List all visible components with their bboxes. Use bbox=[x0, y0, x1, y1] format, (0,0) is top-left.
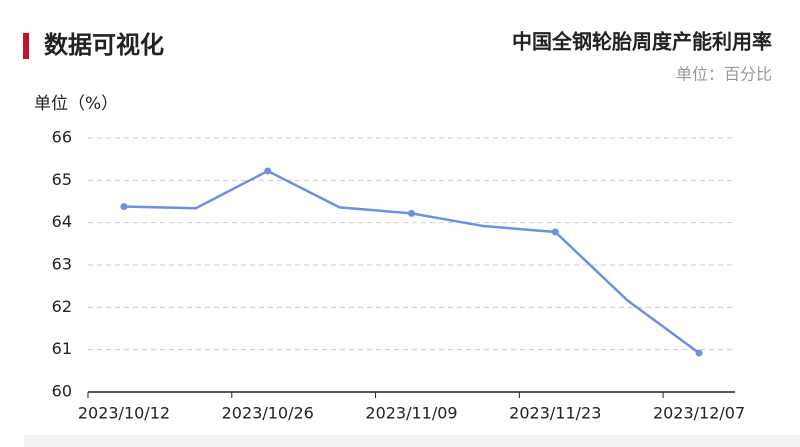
y-tick-label: 64 bbox=[52, 212, 72, 231]
point bbox=[551, 228, 559, 236]
chart-title: 中国全钢轮胎周度产能利用率 bbox=[512, 30, 772, 54]
x-tick-label: 2023/10/26 bbox=[222, 404, 314, 423]
point bbox=[408, 209, 415, 217]
point bbox=[695, 349, 703, 357]
y-tick-label: 62 bbox=[52, 297, 72, 316]
y-tick-label: 60 bbox=[52, 382, 72, 401]
x-tick-label: 2023/11/23 bbox=[509, 404, 601, 423]
title-accent bbox=[23, 33, 29, 59]
y-tick-label: 65 bbox=[52, 170, 72, 189]
footer-strip bbox=[24, 435, 800, 447]
y-tick-label: 63 bbox=[52, 255, 72, 274]
chart-subtitle: 单位：百分比 bbox=[676, 65, 772, 84]
point bbox=[264, 167, 272, 175]
x-tick-label: 2023/12/07 bbox=[653, 404, 745, 423]
x-tick-label: 2023/11/09 bbox=[365, 404, 457, 423]
point bbox=[120, 203, 128, 211]
x-tick-label: 2023/10/12 bbox=[78, 404, 170, 423]
line bbox=[123, 169, 700, 355]
y-tick-label: 61 bbox=[52, 339, 72, 358]
y-axis-label: 单位（%） bbox=[34, 94, 118, 114]
y-tick-label: 66 bbox=[52, 128, 72, 147]
page-title: 数据可视化 bbox=[44, 31, 164, 59]
